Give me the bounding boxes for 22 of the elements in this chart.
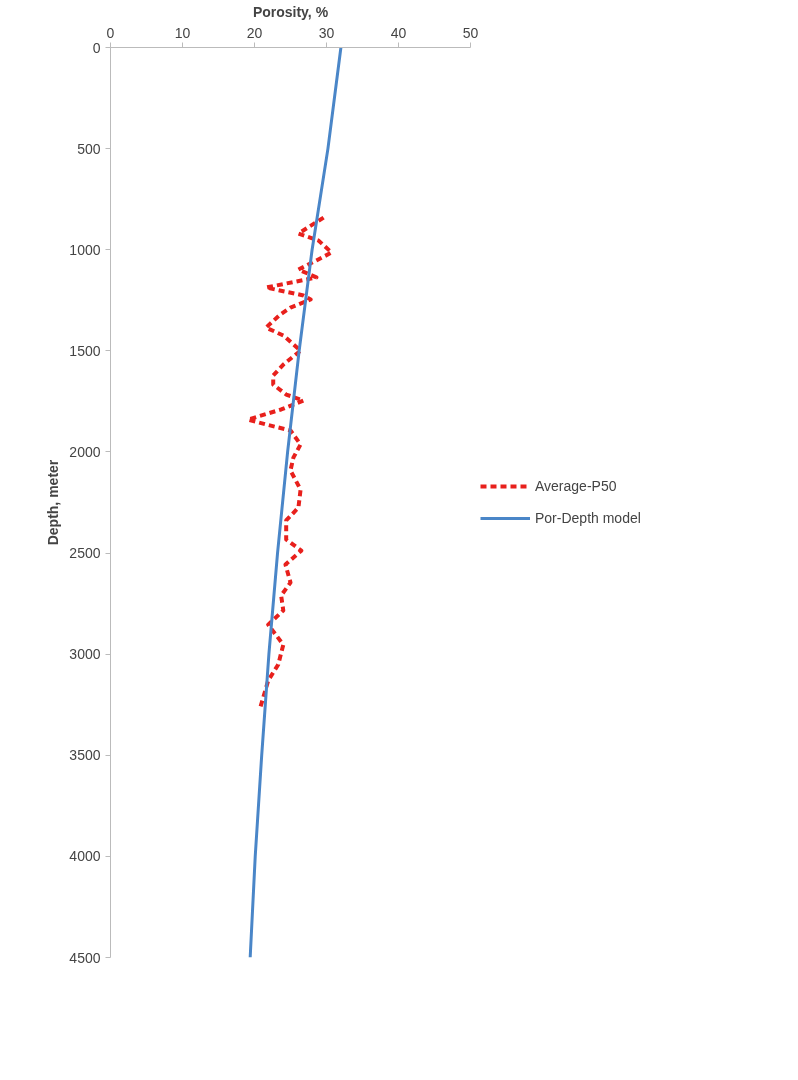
y-tick-label: 3500 (69, 747, 101, 764)
y-axis-title: Depth, meter (45, 459, 62, 546)
x-tick-label: 20 (246, 24, 263, 41)
legend-label: Por-Depth model (535, 510, 641, 526)
line-series (246, 215, 334, 710)
y-tick-label: 1000 (69, 241, 101, 258)
line-series (248, 47, 343, 958)
y-tick-label: 2500 (69, 545, 101, 562)
x-tick-label: 50 (462, 24, 479, 41)
x-tick-label: 10 (174, 24, 191, 41)
y-tick-label: 4000 (69, 848, 101, 865)
x-tick-label: 40 (390, 24, 407, 41)
y-tick-label: 500 (77, 140, 101, 157)
x-tick-label: 0 (106, 24, 115, 41)
y-tick-label: 3000 (69, 646, 101, 663)
x-axis-title: Porosity, % (252, 3, 329, 20)
y-tick-label: 2000 (69, 443, 101, 460)
x-tick-label: 30 (318, 24, 335, 41)
y-tick-label: 4500 (69, 949, 101, 966)
y-tick-label: 1500 (69, 342, 101, 359)
y-tick-label: 0 (92, 39, 101, 56)
legend-label: Average-P50 (535, 478, 617, 494)
